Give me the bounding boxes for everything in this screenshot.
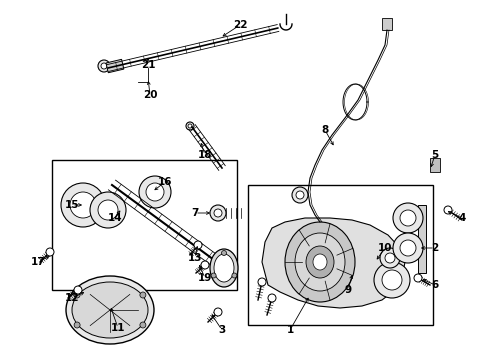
Text: 18: 18 — [198, 150, 212, 160]
Circle shape — [444, 206, 452, 214]
Text: 16: 16 — [158, 177, 172, 187]
Bar — [106, 59, 124, 73]
Ellipse shape — [295, 233, 345, 291]
Bar — [52, 160, 237, 290]
Circle shape — [46, 248, 54, 256]
Circle shape — [393, 233, 423, 263]
Text: 17: 17 — [31, 257, 45, 267]
Circle shape — [385, 253, 395, 263]
Ellipse shape — [306, 246, 334, 278]
Circle shape — [393, 203, 423, 233]
Circle shape — [188, 124, 192, 128]
Circle shape — [374, 262, 410, 298]
Circle shape — [98, 200, 118, 220]
Bar — [248, 185, 433, 325]
Text: 10: 10 — [378, 243, 392, 253]
Circle shape — [380, 248, 400, 268]
Text: 11: 11 — [111, 323, 125, 333]
Circle shape — [201, 261, 209, 269]
Ellipse shape — [214, 254, 234, 282]
Circle shape — [211, 273, 216, 278]
Circle shape — [232, 273, 237, 278]
Circle shape — [194, 241, 202, 249]
Text: 9: 9 — [344, 285, 351, 295]
Circle shape — [140, 322, 146, 328]
Circle shape — [74, 292, 80, 298]
Circle shape — [61, 183, 105, 227]
Circle shape — [101, 63, 107, 69]
Circle shape — [292, 187, 308, 203]
Text: 13: 13 — [188, 253, 202, 263]
Circle shape — [74, 322, 80, 328]
Bar — [430, 158, 440, 172]
Circle shape — [74, 286, 82, 294]
Polygon shape — [262, 218, 405, 308]
Text: 8: 8 — [321, 125, 329, 135]
Text: 7: 7 — [191, 208, 198, 218]
Circle shape — [221, 251, 226, 256]
Text: 19: 19 — [198, 273, 212, 283]
Text: 12: 12 — [65, 293, 79, 303]
Bar — [418, 205, 426, 273]
Circle shape — [98, 60, 110, 72]
Circle shape — [146, 183, 164, 201]
Text: 20: 20 — [143, 90, 157, 100]
Circle shape — [210, 205, 226, 221]
Ellipse shape — [285, 222, 355, 302]
Circle shape — [214, 209, 222, 217]
Ellipse shape — [313, 254, 327, 270]
Circle shape — [258, 278, 266, 286]
Text: 6: 6 — [431, 280, 439, 290]
Circle shape — [414, 274, 422, 282]
Circle shape — [296, 191, 304, 199]
Circle shape — [90, 192, 126, 228]
Ellipse shape — [66, 276, 154, 344]
Circle shape — [268, 294, 276, 302]
Circle shape — [186, 122, 194, 130]
Text: 22: 22 — [233, 20, 247, 30]
Ellipse shape — [210, 249, 238, 287]
Circle shape — [139, 176, 171, 208]
Text: 2: 2 — [431, 243, 439, 253]
Text: 5: 5 — [431, 150, 439, 160]
Text: 14: 14 — [108, 213, 122, 223]
Text: 1: 1 — [286, 325, 294, 335]
Bar — [382, 18, 392, 30]
Circle shape — [70, 192, 96, 218]
Circle shape — [400, 240, 416, 256]
Text: 21: 21 — [141, 60, 155, 70]
Circle shape — [214, 308, 222, 316]
Ellipse shape — [72, 282, 148, 338]
Text: 4: 4 — [458, 213, 466, 223]
Circle shape — [382, 270, 402, 290]
Text: 3: 3 — [219, 325, 225, 335]
Circle shape — [400, 210, 416, 226]
Text: 15: 15 — [65, 200, 79, 210]
Circle shape — [140, 292, 146, 298]
